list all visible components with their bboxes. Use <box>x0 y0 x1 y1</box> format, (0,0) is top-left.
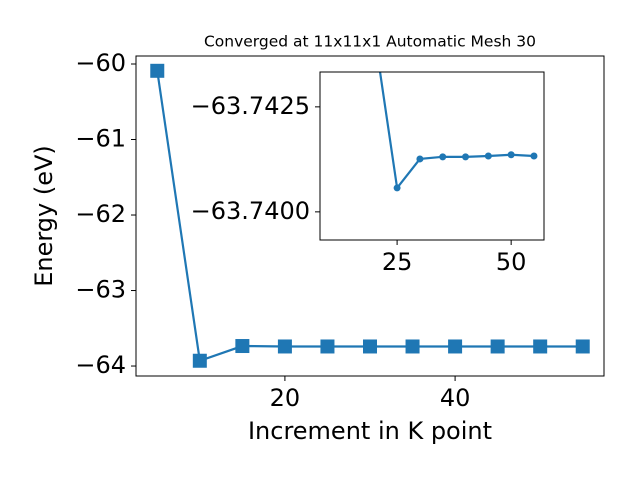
y-tick-label: −63.7425 <box>191 92 310 120</box>
marker <box>405 339 420 354</box>
marker <box>448 339 463 354</box>
plot-area <box>378 72 538 192</box>
plot-area <box>150 63 590 368</box>
y-tick-label: −62 <box>75 200 126 228</box>
marker <box>484 152 492 160</box>
marker <box>320 339 335 354</box>
y-tick-label: −63 <box>75 276 126 304</box>
marker <box>530 152 538 160</box>
marker <box>363 339 377 354</box>
y-tick-label: −61 <box>75 125 126 153</box>
axes-frame <box>135 55 605 377</box>
marker <box>575 339 590 354</box>
marker <box>150 63 165 78</box>
marker <box>416 155 424 163</box>
x-axis-label: Increment in K point <box>248 417 492 445</box>
chart-title: Converged at 11x11x1 Automatic Mesh 30 <box>204 33 536 51</box>
marker <box>439 153 447 161</box>
marker <box>192 353 207 368</box>
marker <box>462 153 470 161</box>
marker <box>235 339 250 354</box>
x-tick-label: 50 <box>496 248 527 276</box>
y-tick-label: −63.7400 <box>191 197 310 225</box>
y-tick-label: −64 <box>75 351 126 379</box>
axes-frame <box>319 71 545 241</box>
marker <box>507 151 515 159</box>
marker <box>533 339 548 354</box>
x-tick-label: 20 <box>270 384 301 412</box>
x-tick-label: 25 <box>382 248 413 276</box>
marker <box>393 184 401 192</box>
marker <box>490 339 505 354</box>
series-line <box>378 72 535 191</box>
y-axis-label: Energy (eV) <box>30 145 58 287</box>
marker <box>277 339 292 354</box>
x-tick-label: 40 <box>440 384 471 412</box>
y-tick-label: −60 <box>75 49 126 77</box>
